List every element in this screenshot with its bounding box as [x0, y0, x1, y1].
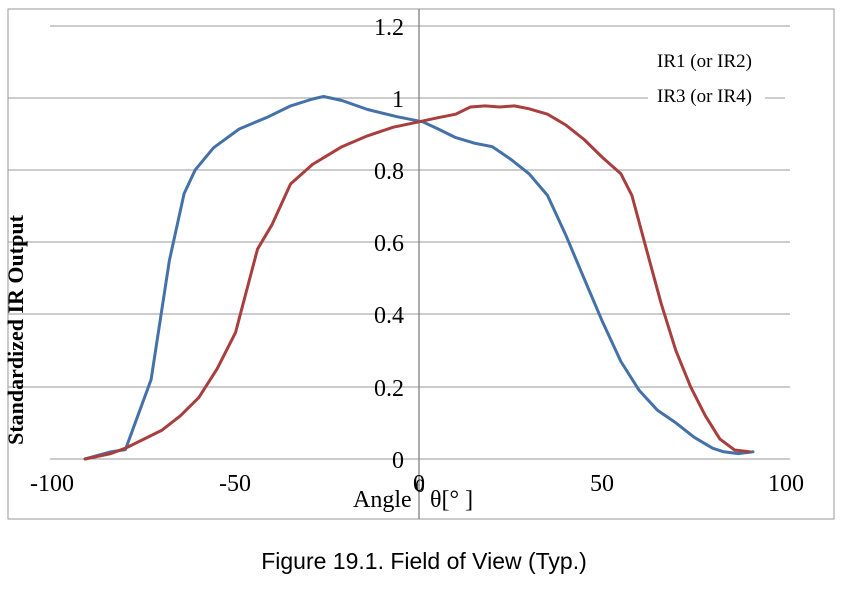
svg-text:Standardized IR Output: Standardized IR Output — [3, 214, 28, 445]
svg-text:0.6: 0.6 — [374, 231, 404, 257]
svg-text:Angle: Angle — [353, 487, 412, 513]
svg-text:0.2: 0.2 — [374, 376, 404, 402]
svg-text:θ[° ]: θ[° ] — [430, 487, 473, 513]
svg-text:50: 50 — [590, 471, 614, 497]
svg-text:0: 0 — [392, 448, 404, 474]
svg-text:1: 1 — [392, 87, 404, 113]
svg-text:-100: -100 — [30, 471, 74, 497]
svg-text:0: 0 — [415, 476, 425, 497]
svg-text:IR1 (or IR2): IR1 (or IR2) — [657, 51, 752, 72]
svg-text:1.2: 1.2 — [374, 15, 404, 41]
svg-text:IR3 (or IR4): IR3 (or IR4) — [657, 86, 752, 107]
svg-text:-50: -50 — [219, 471, 251, 497]
svg-text:100: 100 — [768, 471, 804, 497]
svg-text:0.8: 0.8 — [374, 159, 404, 185]
svg-text:0.4: 0.4 — [374, 303, 404, 329]
